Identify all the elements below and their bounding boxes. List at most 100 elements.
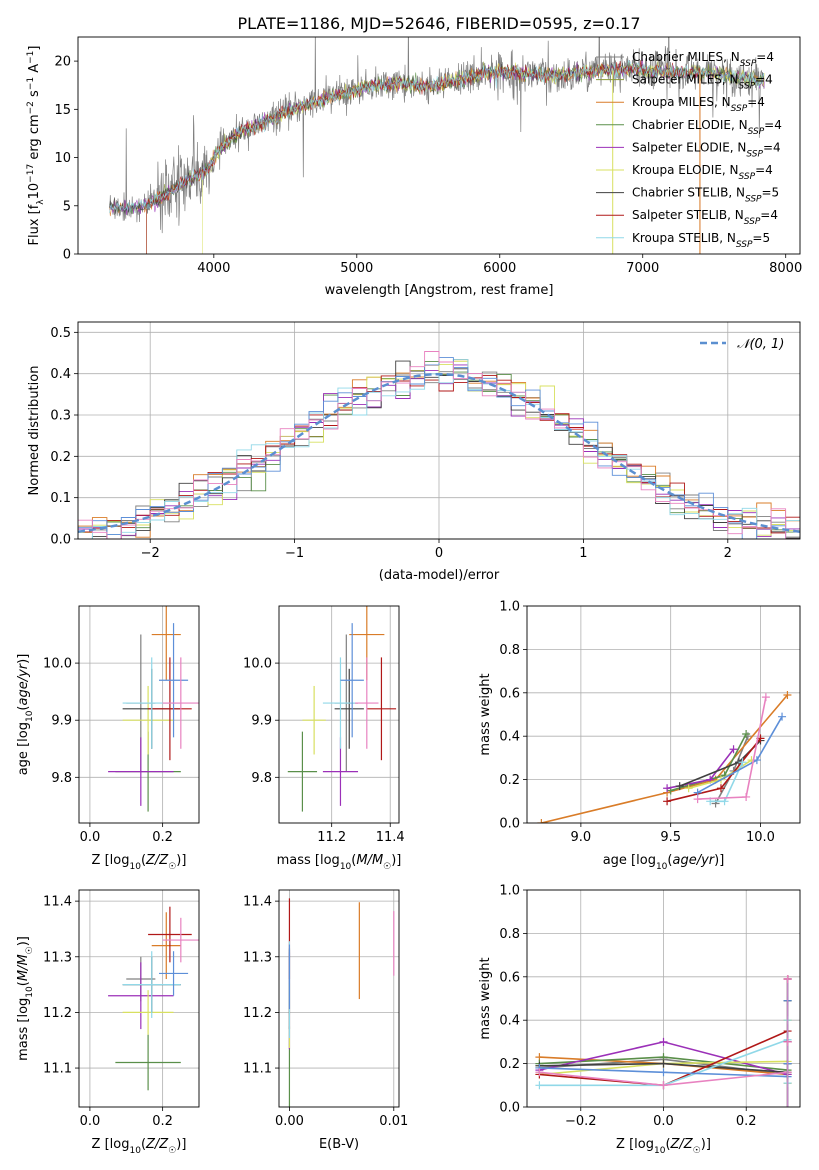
- massweight-vs-z-ytick-label: 0.0: [499, 1101, 520, 1116]
- residual-hist-axes: −2 −1 0 1 2 0.0 0.1 0.2 0.3 0.4 0.5 (data-model)/er…: [27, 321, 801, 583]
- spectrum-model-line: [146, 61, 765, 254]
- massweight-vs-z-ytick-label: 0.6: [499, 970, 520, 985]
- mass-vs-z-ytick-label: 11.4: [43, 895, 72, 910]
- mass-vs-ebv-xlabel: E(B-V): [319, 1137, 359, 1152]
- massweight-vs-age-point-marker: [738, 758, 747, 767]
- mass-vs-ebv-ytick-label: 11.1: [243, 1062, 272, 1077]
- mass-vs-ebv-xtick-label: 0.00: [275, 1114, 304, 1129]
- spectrum-legend-label: Salpeter ELODIE, NSSP=4: [632, 140, 781, 159]
- mass-vs-z-plot-area: [108, 906, 199, 1091]
- age-vs-mass-frame: [278, 605, 400, 824]
- spectrum-model-line: [146, 60, 701, 254]
- massweight-vs-z-point-marker: [659, 1081, 668, 1090]
- mass-vs-ebv-xtick-label: 0.01: [379, 1114, 408, 1129]
- massweight-vs-z-ytick-label: 0.2: [499, 1057, 520, 1072]
- massweight-vs-z-ytick-label: 0.8: [499, 927, 520, 942]
- spectrum-ytick-label: 5: [63, 199, 71, 214]
- age-vs-mass-grid: [279, 606, 399, 823]
- age-vs-z-xlabel: Z [log10(Z/Z☉)]: [92, 853, 187, 872]
- age-vs-z-plot-area: [108, 606, 199, 812]
- massweight-vs-age-series-line: [541, 694, 789, 823]
- mass-vs-z-ytick-label: 11.3: [43, 950, 72, 965]
- massweight-vs-age-ytick-label: 0.8: [499, 643, 520, 658]
- residual-hist-frame: [77, 321, 801, 540]
- spectrum-axes: 4000 5000 6000 7000 8000 0 5 10 15 20 wavelength […: [26, 36, 802, 298]
- massweight-vs-age-point-marker: [778, 712, 787, 721]
- spectrum-xlabel: wavelength [Angstrom, rest frame]: [325, 283, 554, 298]
- mass-vs-ebv-ytick-label: 11.3: [243, 950, 272, 965]
- age-vs-mass-ytick-label: 9.9: [251, 714, 272, 729]
- figure-title: PLATE=1186, MJD=52646, FIBERID=0595, z=0…: [237, 14, 640, 33]
- mass-vs-z-axes: 0.0 0.2 11.1 11.2 11.3 11.4 Z [log10(Z/Z☉)] mas…: [16, 889, 200, 1156]
- spectrum-xtick-label: 8000: [769, 261, 802, 276]
- spectrum-model-line: [202, 61, 765, 254]
- massweight-vs-z-point-marker: [535, 1068, 544, 1077]
- mass-vs-ebv-plot-area: [288, 898, 395, 1107]
- spectrum-legend-label: Chabrier ELODIE, NSSP=4: [632, 118, 782, 137]
- age-vs-z-ytick-label: 9.8: [51, 771, 72, 786]
- massweight-vs-z-ylabel: mass weight: [478, 957, 493, 1039]
- residual-hist-ytick-label: 0.2: [50, 450, 71, 465]
- massweight-vs-age-point-marker: [675, 782, 684, 791]
- spectrum-legend-label: Kroupa ELODIE, NSSP=4: [632, 163, 773, 182]
- mass-vs-z-ytick-label: 11.2: [43, 1006, 72, 1021]
- mass-vs-z-frame: [78, 889, 200, 1108]
- spectrum-frame: [77, 36, 801, 255]
- spectrum-legend-label: Salpeter STELIB, NSSP=4: [632, 208, 778, 227]
- massweight-vs-age-point-marker: [663, 784, 672, 793]
- spectrum-legend-label: Kroupa STELIB, NSSP=5: [632, 231, 770, 250]
- age-vs-mass-ytick-label: 10.0: [243, 657, 272, 672]
- spectrum-model-line: [109, 59, 765, 214]
- mass-vs-ebv-grid: [279, 890, 399, 1107]
- residual-hist-ytick-label: 0.3: [50, 409, 71, 424]
- mass-vs-ebv-ytick-label: 11.4: [243, 895, 272, 910]
- age-vs-mass-axes: 11.2 11.4 9.8 9.9 10.0 mass [log10(M/M☉)]: [243, 605, 405, 872]
- age-vs-z-ytick-label: 9.9: [51, 714, 72, 729]
- massweight-vs-z-plot-area: [535, 974, 792, 1107]
- spectrum-legend-label: Salpeter MILES, NSSP=4: [632, 73, 773, 92]
- massweight-vs-z-ytick-label: 0.4: [499, 1014, 520, 1029]
- age-vs-mass-xtick-label: 11.4: [376, 830, 405, 845]
- spectrum-ylabel: Flux [fλ10−17 erg cm−2 s−1 A−1]: [26, 46, 46, 246]
- massweight-vs-age-point-marker: [783, 690, 792, 699]
- massweight-vs-age-point-marker: [537, 819, 546, 823]
- massweight-vs-z-xtick-label: 0.2: [736, 1114, 757, 1129]
- massweight-vs-z-xtick-label: −0.2: [565, 1114, 597, 1129]
- massweight-vs-age-point-marker: [729, 745, 738, 754]
- residual-hist-ytick-label: 0.5: [50, 326, 71, 341]
- residual-hist-xtick-label: 2: [724, 546, 732, 561]
- massweight-vs-age-point-marker: [693, 795, 702, 804]
- mass-vs-ebv-ytick-label: 11.2: [243, 1006, 272, 1021]
- residual-hist-ylabel: Normed distribution: [27, 366, 42, 496]
- residual-hist-xtick-label: 0: [435, 546, 443, 561]
- spectrum-ytick-label: 20: [54, 55, 71, 70]
- massweight-vs-age-xlabel: age [log10(age/yr)]: [603, 853, 725, 872]
- massweight-vs-age-point-marker: [742, 730, 751, 739]
- residual-hist-ytick-label: 0.4: [50, 367, 71, 382]
- massweight-vs-z-frame: [526, 889, 801, 1108]
- mass-vs-ebv-frame: [278, 889, 400, 1108]
- residual-hist-step: [78, 351, 800, 539]
- mass-vs-z-ytick-label: 11.1: [43, 1062, 72, 1077]
- residual-hist-xlabel: (data-model)/error: [379, 568, 500, 583]
- massweight-vs-age-xtick-label: 9.5: [660, 830, 681, 845]
- age-vs-mass-ytick-label: 9.8: [251, 771, 272, 786]
- residual-hist-xtick-label: −1: [285, 546, 304, 561]
- massweight-vs-age-point-marker: [716, 784, 725, 793]
- massweight-vs-z-axes: −0.2 0.0 0.2 0.0 0.2 0.4 0.6 0.8 1.0 mass weight Z…: [478, 884, 801, 1156]
- massweight-vs-age-point-marker: [684, 784, 693, 793]
- residual-hist-legend-label: 𝒩(0, 1): [737, 337, 784, 352]
- spectrum-plot-area: [109, 37, 765, 254]
- massweight-vs-z-ytick-label: 1.0: [499, 884, 520, 899]
- residual-hist-xtick-label: −2: [141, 546, 160, 561]
- residual-hist-ytick-label: 0.0: [50, 533, 71, 548]
- massweight-vs-age-ytick-label: 0.6: [499, 686, 520, 701]
- massweight-vs-z-xlabel: Z [log10(Z/Z☉)]: [616, 1137, 711, 1156]
- spectrum-xtick-label: 5000: [340, 261, 373, 276]
- massweight-vs-age-point-marker: [742, 792, 751, 801]
- mass-vs-z-ylabel: mass [log10(M/M☉)]: [16, 936, 35, 1061]
- age-vs-z-ytick-label: 10.0: [43, 657, 72, 672]
- residual-hist-gaussian: [78, 372, 800, 534]
- massweight-vs-z-point-marker: [535, 1081, 544, 1090]
